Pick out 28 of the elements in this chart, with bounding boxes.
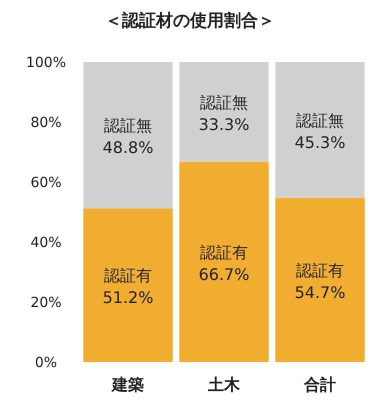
series-label: 認証無	[104, 116, 152, 136]
y-tick-label: 60%	[30, 175, 62, 191]
text: 認証無	[296, 110, 344, 130]
x-tick-label: 合計	[303, 375, 336, 394]
y-tick-label: 40%	[30, 235, 62, 251]
bar	[179, 62, 269, 162]
text: 認証無	[200, 92, 248, 112]
y-tick-label: 100%	[26, 55, 66, 71]
bar	[83, 208, 173, 362]
text: 認証有	[200, 242, 248, 262]
chart-title: ＜認証材の使用割合＞	[105, 11, 275, 31]
y-tick-label: 0%	[34, 355, 58, 371]
data-label: 66.7%	[198, 264, 250, 284]
x-tick-label: 建築	[110, 375, 144, 394]
data-label: 54.7%	[294, 282, 346, 302]
y-tick-label: 20%	[30, 295, 62, 311]
text: 認証有	[296, 260, 344, 280]
data-label: 51.2%	[102, 288, 154, 308]
bar	[275, 198, 365, 362]
bar	[179, 162, 269, 362]
x-tick-label: 土木	[207, 375, 241, 394]
bar	[83, 62, 173, 208]
series-label: 認証有	[104, 266, 152, 286]
data-label: 48.8%	[102, 138, 154, 158]
data-label: 33.3%	[198, 114, 250, 134]
data-label: 45.3%	[294, 132, 346, 152]
bar	[275, 62, 365, 198]
y-tick-label: 80%	[30, 115, 62, 131]
